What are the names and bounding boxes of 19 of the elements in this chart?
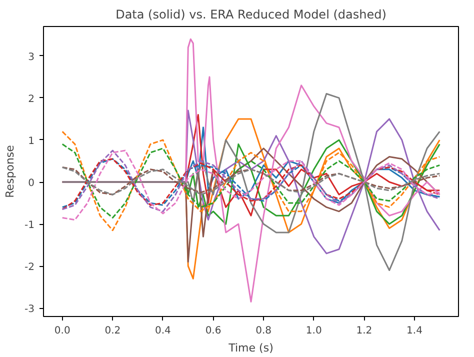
x-axis-title: Time (s) [228, 342, 274, 354]
chart-title: Data (solid) vs. ERA Reduced Model (dashed) [116, 8, 386, 22]
y-tick-label: -3 [24, 304, 35, 316]
x-tick-label: 1.0 [306, 326, 322, 336]
y-axis-title: Response [4, 144, 17, 198]
y-tick-label: -1 [24, 220, 35, 232]
y-tick-label: -2 [24, 262, 35, 274]
line-series [62, 92, 440, 272]
y-tick-label: 1 [28, 136, 35, 147]
x-tick-label: 1.4 [406, 326, 422, 336]
x-tick-label: 1.2 [356, 326, 372, 336]
y-tick-label: 3 [28, 52, 35, 63]
y-tick-label: 2 [28, 94, 35, 105]
x-tick-label: 0.4 [155, 326, 171, 336]
x-tick-label: 0.8 [256, 326, 272, 336]
x-tick-label: 0.0 [54, 326, 70, 336]
x-tick-label: 0.6 [205, 326, 222, 336]
y-tick-label: 0 [28, 178, 35, 190]
x-tick-label: 0.2 [104, 326, 121, 336]
